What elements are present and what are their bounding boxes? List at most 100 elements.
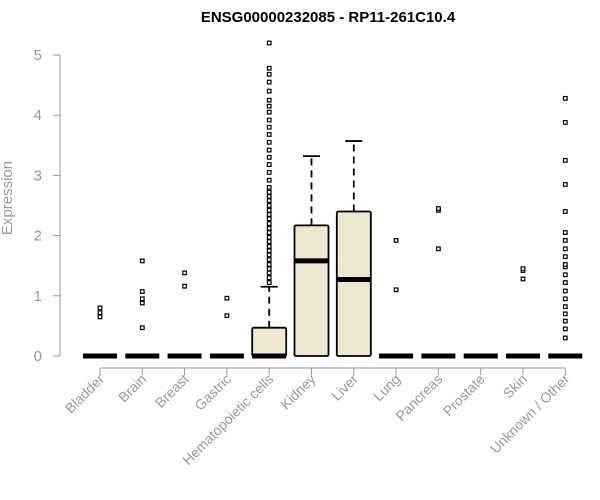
y-tick-label: 4	[34, 107, 42, 124]
outlier-point	[562, 272, 568, 278]
box-6	[293, 155, 330, 357]
outlier-point	[562, 230, 568, 235]
outlier-point	[266, 169, 272, 175]
y-tick-label: 3	[34, 167, 42, 184]
box-7	[335, 140, 372, 357]
outlier-point	[562, 182, 568, 187]
outlier-point	[266, 154, 272, 160]
outlier-point	[139, 300, 145, 306]
outlier-point	[266, 216, 272, 222]
outlier-point	[266, 203, 272, 208]
outlier-point	[562, 326, 568, 332]
x-tick-label: Kidney	[277, 371, 319, 413]
outlier-point	[266, 132, 272, 137]
box-body	[293, 224, 330, 357]
outlier-point	[266, 79, 272, 85]
outlier-point	[562, 209, 568, 214]
x-tick-label: Prostate	[440, 371, 488, 419]
outlier-point	[266, 257, 272, 263]
outlier-point	[266, 185, 272, 190]
box-4	[209, 295, 244, 359]
y-tick-label: 2	[34, 228, 42, 245]
outlier-point	[266, 262, 272, 267]
box-2	[125, 258, 160, 359]
x-tick-label: Liver	[328, 371, 361, 404]
box-body	[335, 210, 372, 357]
outlier-point	[393, 238, 399, 243]
outlier-point	[562, 311, 568, 317]
x-tick-label: Lung	[370, 371, 403, 404]
outlier-point	[562, 296, 568, 302]
box-body	[251, 326, 288, 357]
outlier-point	[562, 288, 568, 294]
outlier-point	[562, 335, 568, 341]
outlier-point	[562, 304, 568, 310]
outlier-point	[182, 270, 188, 276]
outlier-point	[97, 310, 103, 316]
outlier-point	[266, 235, 272, 240]
x-tick-label: Breast	[152, 371, 192, 411]
x-tick-label: Brain	[115, 371, 149, 405]
outlier-point	[266, 40, 272, 46]
x-tick-label: Unknown / Other	[487, 371, 573, 457]
outlier-point	[139, 296, 145, 302]
y-axis: 0 1 2 3 4 5	[34, 47, 61, 365]
outlier-point	[266, 189, 272, 195]
outlier-point	[562, 95, 568, 101]
x-tick-label: Pancreas	[392, 371, 445, 424]
outlier-point	[97, 305, 103, 311]
box-8	[379, 238, 414, 359]
box-3	[167, 270, 202, 359]
outlier-point	[266, 194, 272, 199]
outlier-point	[266, 147, 272, 153]
boxes-group	[83, 40, 583, 359]
outlier-point	[266, 117, 272, 123]
outlier-point	[266, 225, 272, 231]
outlier-point	[266, 244, 272, 249]
y-axis-label: Expression	[0, 161, 16, 235]
outlier-point	[266, 266, 272, 272]
outlier-point	[266, 275, 272, 281]
outlier-point	[520, 276, 526, 282]
outlier-point	[266, 230, 272, 235]
box-12	[548, 95, 583, 359]
outlier-point	[266, 252, 272, 258]
outlier-point	[562, 120, 568, 125]
outlier-point	[562, 246, 568, 252]
outlier-point	[139, 289, 145, 294]
outlier-point	[562, 318, 568, 324]
outlier-point	[266, 212, 272, 217]
x-tick-label: Bladder	[62, 371, 108, 417]
outlier-point	[139, 325, 145, 331]
outlier-point	[266, 207, 272, 213]
outlier-point	[266, 221, 272, 226]
x-tick-label: Skin	[500, 371, 531, 402]
outlier-point	[266, 97, 272, 103]
outlier-point	[562, 157, 568, 163]
box-9	[421, 206, 456, 359]
outlier-point	[520, 266, 526, 272]
outlier-point	[266, 139, 272, 145]
outlier-point	[266, 239, 272, 245]
outlier-point	[266, 71, 272, 77]
outlier-point	[266, 88, 272, 94]
outlier-point	[139, 258, 145, 264]
outlier-point	[224, 313, 230, 319]
outlier-point	[562, 238, 568, 243]
outlier-point	[266, 103, 272, 109]
outlier-point	[562, 254, 568, 260]
outlier-point	[436, 206, 441, 211]
chart-title: ENSG00000232085 - RP11-261C10.4	[201, 9, 456, 26]
outlier-point	[266, 177, 272, 183]
y-tick-label: 5	[34, 47, 42, 64]
outlier-point	[436, 246, 441, 252]
outlier-point	[266, 248, 272, 254]
y-tick-label: 1	[34, 288, 42, 305]
outlier-point	[97, 314, 103, 320]
outlier-point	[266, 198, 272, 204]
outlier-point	[182, 283, 188, 289]
outlier-point	[393, 287, 399, 293]
